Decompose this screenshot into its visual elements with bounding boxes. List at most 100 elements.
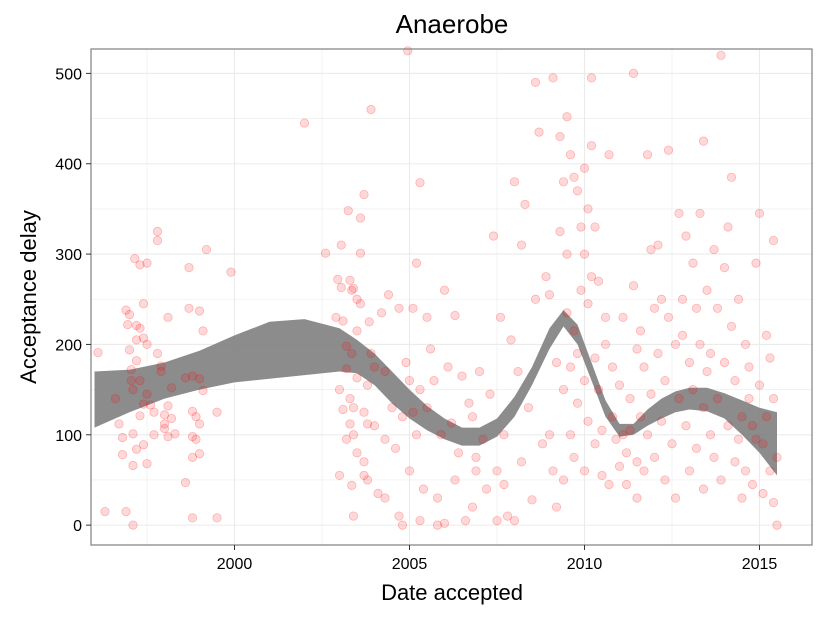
data-point — [653, 348, 663, 359]
data-point — [646, 389, 656, 399]
data-point — [131, 320, 142, 331]
data-point — [719, 357, 730, 368]
data-point — [513, 366, 523, 377]
data-point — [684, 357, 695, 368]
data-point — [768, 497, 779, 508]
data-point — [485, 389, 495, 399]
data-point — [359, 407, 369, 417]
data-point — [604, 479, 614, 490]
data-point — [333, 274, 343, 284]
x-tick-label: 2010 — [567, 556, 603, 573]
data-point — [159, 423, 170, 434]
data-point — [747, 421, 758, 431]
data-point — [352, 294, 362, 304]
data-point — [355, 299, 366, 309]
data-point — [331, 312, 341, 322]
data-point — [341, 364, 352, 374]
data-point — [100, 506, 110, 517]
data-point — [121, 305, 131, 315]
data-point — [772, 520, 782, 530]
data-point — [747, 479, 758, 490]
data-point — [663, 145, 674, 155]
data-point — [383, 290, 394, 300]
data-point — [772, 452, 782, 462]
data-point — [362, 419, 373, 429]
data-point — [737, 493, 747, 503]
data-point — [632, 344, 642, 354]
data-point — [453, 448, 464, 458]
data-point — [604, 150, 614, 160]
data-point — [135, 323, 145, 333]
data-point — [614, 461, 625, 471]
data-point — [355, 213, 366, 223]
data-point — [562, 249, 572, 259]
data-point — [187, 513, 198, 523]
data-point — [656, 294, 667, 304]
data-point — [551, 357, 562, 368]
data-point — [586, 141, 597, 151]
data-point — [156, 366, 166, 377]
data-point — [404, 466, 415, 476]
y-axis: 0 100 200 300 400 500 — [55, 66, 91, 535]
data-point — [187, 406, 198, 416]
data-point — [457, 371, 467, 381]
data-point — [702, 285, 712, 295]
data-point — [649, 303, 660, 313]
data-point — [152, 226, 163, 237]
data-point — [191, 434, 201, 444]
data-point — [695, 208, 705, 219]
data-point — [541, 272, 551, 282]
data-point — [625, 425, 635, 435]
data-point — [478, 434, 488, 444]
data-point — [194, 306, 205, 316]
data-point — [114, 419, 124, 429]
data-point — [719, 263, 730, 273]
data-point — [646, 244, 656, 255]
data-point — [166, 383, 177, 393]
data-point — [628, 281, 639, 291]
data-point — [509, 177, 520, 187]
data-point — [765, 466, 775, 476]
data-point — [170, 429, 180, 439]
data-point — [187, 431, 198, 442]
data-point — [163, 312, 173, 322]
data-point — [366, 104, 376, 115]
data-point — [695, 339, 705, 350]
x-axis: 2000 2005 2010 2015 — [217, 545, 777, 573]
data-point — [716, 475, 726, 485]
data-point — [726, 172, 737, 182]
data-point — [642, 150, 653, 160]
data-point — [691, 303, 702, 313]
data-point — [572, 398, 583, 408]
data-point — [558, 177, 569, 187]
data-point — [411, 258, 422, 268]
data-point — [187, 371, 198, 381]
data-point — [565, 362, 576, 372]
data-point — [530, 294, 541, 304]
data-point — [562, 308, 572, 318]
data-point — [212, 407, 222, 417]
data-point — [152, 235, 163, 246]
data-point — [138, 299, 149, 309]
data-point — [138, 333, 149, 343]
data-point — [401, 357, 411, 368]
data-point — [527, 495, 537, 505]
data-point — [152, 348, 163, 359]
data-point — [131, 356, 142, 366]
data-point — [565, 150, 576, 160]
data-point — [404, 375, 415, 386]
data-point — [184, 263, 194, 273]
data-point — [128, 384, 138, 395]
data-point — [733, 434, 744, 444]
data-point — [495, 312, 506, 322]
data-point — [198, 326, 208, 336]
data-point — [299, 118, 310, 128]
data-point — [124, 310, 135, 320]
data-point — [576, 222, 586, 232]
data-point — [674, 208, 684, 219]
data-point — [586, 73, 597, 83]
y-tick-label: 0 — [73, 518, 82, 535]
data-point — [663, 312, 674, 322]
data-point — [590, 353, 600, 363]
